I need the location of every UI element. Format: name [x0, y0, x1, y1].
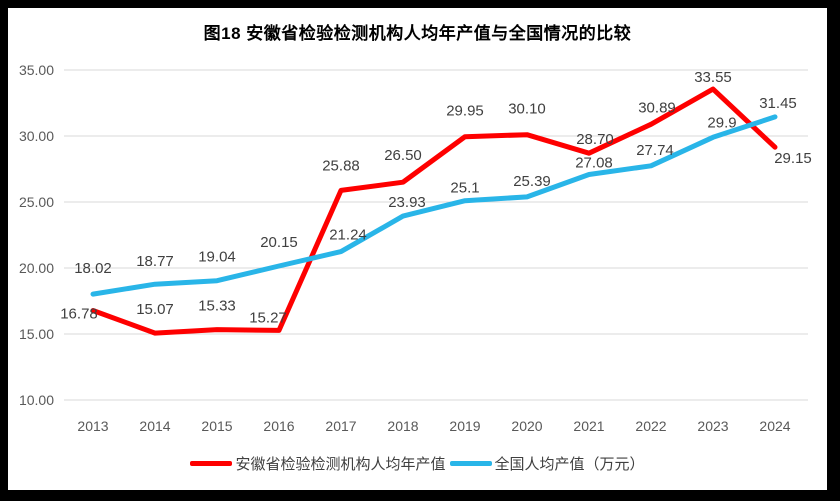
- data-label: 18.77: [136, 253, 174, 270]
- y-tick-label: 35.00: [19, 62, 54, 78]
- chart-title: 图18 安徽省检验检测机构人均年产值与全国情况的比较: [203, 24, 632, 43]
- data-label: 15.27: [249, 309, 287, 326]
- data-label: 33.55: [694, 69, 732, 86]
- legend-item-national: 全国人均产值（万元）: [449, 453, 645, 474]
- legend-label-anhui: 安徽省检验检测机构人均年产值: [235, 456, 446, 473]
- data-label: 28.70: [576, 131, 614, 148]
- legend: 安徽省检验检测机构人均年产值 全国人均产值（万元）: [8, 453, 827, 474]
- x-tick-label: 2024: [759, 418, 790, 434]
- x-tick-label: 2016: [263, 418, 294, 434]
- series-line: [90, 86, 778, 336]
- legend-swatch-anhui: [190, 461, 233, 466]
- x-tick-label: 2013: [77, 418, 108, 434]
- x-tick-label: 2022: [635, 418, 666, 434]
- data-label: 29.9: [707, 114, 736, 131]
- data-label: 18.02: [74, 260, 112, 277]
- y-tick-label: 20.00: [19, 260, 54, 276]
- data-label: 19.04: [198, 249, 236, 266]
- data-label: 15.07: [136, 301, 174, 318]
- data-label: 16.78: [60, 306, 98, 323]
- series-line: [90, 114, 778, 297]
- x-tick-label: 2018: [387, 418, 418, 434]
- legend-label-national: 全国人均产值（万元）: [494, 456, 645, 473]
- y-tick-label: 25.00: [19, 194, 54, 210]
- x-tick-label: 2015: [201, 418, 232, 434]
- data-label: 31.45: [759, 95, 797, 112]
- x-tick-label: 2021: [573, 418, 604, 434]
- y-tick-label: 10.00: [19, 392, 54, 408]
- x-tick-label: 2020: [511, 418, 542, 434]
- data-label: 20.15: [260, 234, 298, 251]
- chart-card: 图18 安徽省检验检测机构人均年产值与全国情况的比较 10.00 15.00 20.…: [8, 8, 827, 490]
- data-label: 27.08: [575, 155, 613, 172]
- data-label: 25.88: [322, 157, 360, 174]
- data-label: 27.74: [636, 142, 674, 159]
- x-tick-label: 2014: [139, 418, 170, 434]
- data-label: 25.1: [450, 180, 479, 197]
- data-label: 25.39: [513, 173, 551, 190]
- x-tick-label: 2019: [449, 418, 480, 434]
- data-label: 30.89: [638, 99, 676, 116]
- legend-swatch-national: [449, 461, 492, 466]
- x-tick-label: 2023: [697, 418, 728, 434]
- data-label: 26.50: [384, 147, 422, 164]
- data-label: 30.10: [508, 101, 546, 118]
- data-label: 29.15: [774, 150, 812, 167]
- legend-item-anhui: 安徽省检验检测机构人均年产值: [190, 453, 446, 474]
- line-chart: 10.00 15.00 20.00 25.00 30.00 35.00 2013 2014 20…: [19, 62, 812, 434]
- data-label: 23.93: [388, 194, 426, 211]
- x-tick-label: 2017: [325, 418, 356, 434]
- data-label: 21.24: [329, 227, 367, 244]
- y-tick-label: 30.00: [19, 128, 54, 144]
- data-label: 29.95: [446, 103, 484, 120]
- y-tick-label: 15.00: [19, 326, 54, 342]
- data-label: 15.33: [198, 298, 236, 315]
